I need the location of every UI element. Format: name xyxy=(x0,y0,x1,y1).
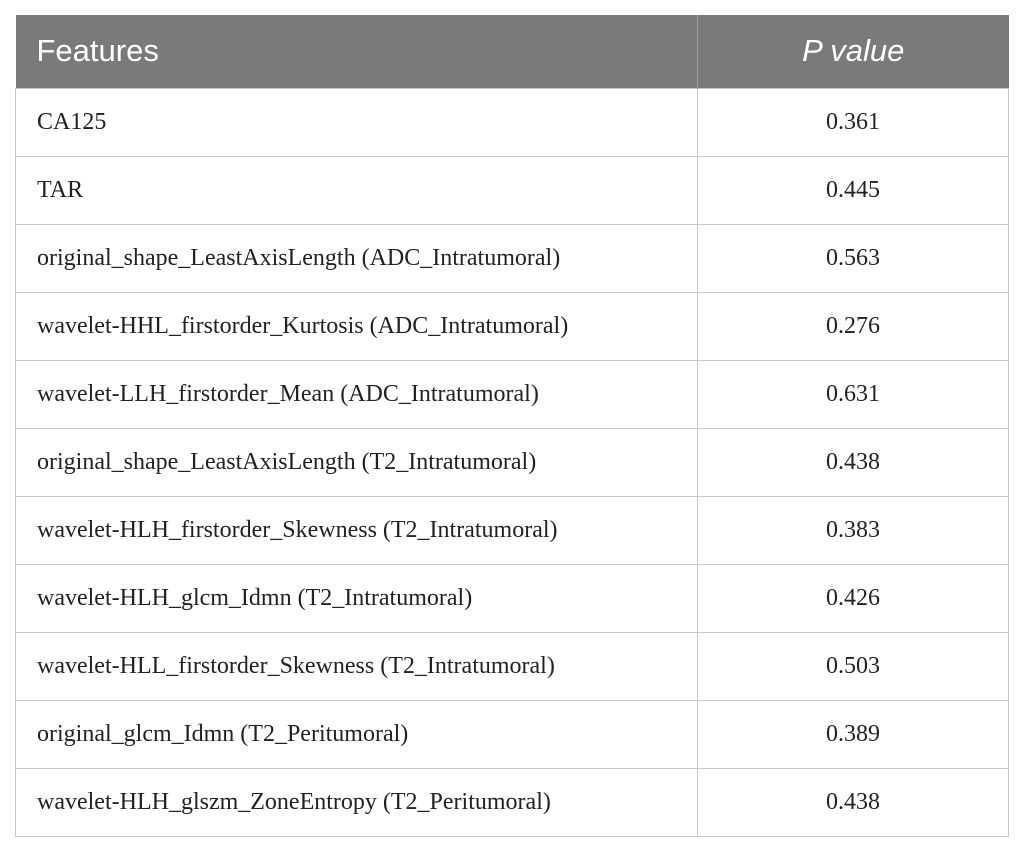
header-row: Features P value xyxy=(15,15,1009,88)
p-value-cell: 0.563 xyxy=(697,223,1009,293)
feature-cell: wavelet-HLL_firstorder_Skewness (T2_Intr… xyxy=(15,631,698,701)
table-row: CA125 0.361 xyxy=(15,87,1009,157)
feature-cell: original_shape_LeastAxisLength (T2_Intra… xyxy=(15,427,698,497)
feature-cell: TAR xyxy=(15,155,698,225)
feature-cell: original_shape_LeastAxisLength (ADC_Intr… xyxy=(15,223,698,293)
p-value-cell: 0.361 xyxy=(697,87,1009,157)
features-column-header: Features xyxy=(15,15,698,88)
feature-cell: wavelet-LLH_firstorder_Mean (ADC_Intratu… xyxy=(15,359,698,429)
p-value-cell: 0.503 xyxy=(697,631,1009,701)
p-value-cell: 0.389 xyxy=(697,699,1009,769)
table-row: TAR 0.445 xyxy=(15,155,1009,225)
feature-pvalue-table: Features P value CA125 0.361 TAR 0.445 o… xyxy=(15,15,1009,837)
feature-pvalue-table-container: Features P value CA125 0.361 TAR 0.445 o… xyxy=(15,15,1009,837)
table-row: original_shape_LeastAxisLength (T2_Intra… xyxy=(15,427,1009,497)
p-value-cell: 0.276 xyxy=(697,291,1009,361)
table-row: wavelet-HHL_firstorder_Kurtosis (ADC_Int… xyxy=(15,291,1009,361)
feature-cell: wavelet-HLH_firstorder_Skewness (T2_Intr… xyxy=(15,495,698,565)
p-value-cell: 0.426 xyxy=(697,563,1009,633)
feature-cell: wavelet-HHL_firstorder_Kurtosis (ADC_Int… xyxy=(15,291,698,361)
table-row: wavelet-HLH_glszm_ZoneEntropy (T2_Peritu… xyxy=(15,767,1009,837)
table-row: wavelet-HLL_firstorder_Skewness (T2_Intr… xyxy=(15,631,1009,701)
p-value-cell: 0.631 xyxy=(697,359,1009,429)
feature-cell: original_glcm_Idmn (T2_Peritumoral) xyxy=(15,699,698,769)
feature-cell: wavelet-HLH_glszm_ZoneEntropy (T2_Peritu… xyxy=(15,767,698,837)
table-row: original_shape_LeastAxisLength (ADC_Intr… xyxy=(15,223,1009,293)
feature-cell: wavelet-HLH_glcm_Idmn (T2_Intratumoral) xyxy=(15,563,698,633)
table-header: Features P value xyxy=(15,15,1009,88)
p-value-column-header: P value xyxy=(802,33,905,69)
table-row: original_glcm_Idmn (T2_Peritumoral) 0.38… xyxy=(15,699,1009,769)
table-row: wavelet-LLH_firstorder_Mean (ADC_Intratu… xyxy=(15,359,1009,429)
table-body: CA125 0.361 TAR 0.445 original_shape_Lea… xyxy=(15,87,1009,837)
table-row: wavelet-HLH_glcm_Idmn (T2_Intratumoral) … xyxy=(15,563,1009,633)
feature-cell: CA125 xyxy=(15,87,698,157)
p-value-cell: 0.445 xyxy=(697,155,1009,225)
table-row: wavelet-HLH_firstorder_Skewness (T2_Intr… xyxy=(15,495,1009,565)
p-value-cell: 0.438 xyxy=(697,767,1009,837)
p-value-cell: 0.383 xyxy=(697,495,1009,565)
p-value-cell: 0.438 xyxy=(697,427,1009,497)
